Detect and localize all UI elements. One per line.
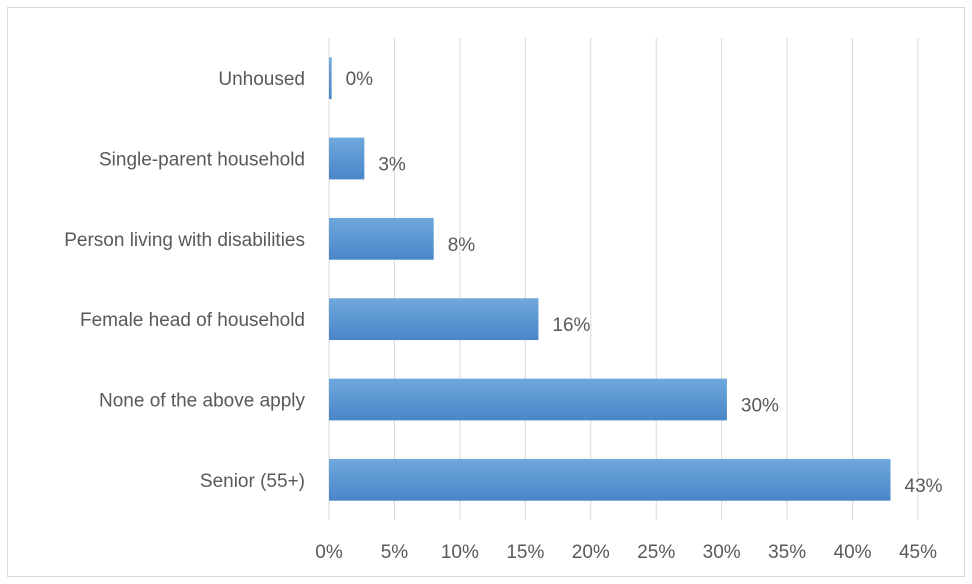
x-tick-label: 30% [703, 542, 741, 563]
category-label: Senior (55+) [200, 471, 305, 492]
x-tick-label: 35% [768, 542, 806, 563]
x-tick-label: 10% [441, 542, 479, 563]
gridlines [328, 38, 919, 520]
x-tick-label: 20% [572, 542, 610, 563]
category-label: Single-parent household [99, 150, 305, 171]
category-label: Unhoused [218, 69, 305, 90]
bar [329, 378, 727, 421]
category-label: Person living with disabilities [64, 230, 305, 251]
data-label: 8% [448, 235, 476, 256]
data-label: 43% [905, 476, 943, 497]
bars [329, 57, 891, 501]
category-labels: Unhoused Single-parent household Person li… [64, 69, 305, 492]
bar [329, 57, 332, 100]
bar [329, 217, 434, 260]
data-labels: 0% 3% 8% 16% 30% 43% [346, 69, 943, 497]
data-label: 3% [378, 155, 406, 176]
x-tick-label: 25% [637, 542, 675, 563]
data-label: 0% [346, 69, 374, 90]
bar [329, 458, 891, 501]
category-label: None of the above apply [99, 391, 305, 412]
x-tick-label: 45% [899, 542, 937, 563]
x-tick-labels: 0% 5% 10% 15% 20% 25% 30% 35% 40% 45% [315, 542, 937, 563]
data-label: 16% [552, 315, 590, 336]
x-tick-label: 15% [506, 542, 544, 563]
bar [329, 298, 539, 341]
data-label: 30% [741, 396, 779, 417]
x-tick-label: 0% [315, 542, 343, 563]
x-tick-label: 40% [834, 542, 872, 563]
category-label: Female head of household [80, 310, 305, 331]
x-tick-label: 5% [381, 542, 409, 563]
bar [329, 137, 365, 180]
